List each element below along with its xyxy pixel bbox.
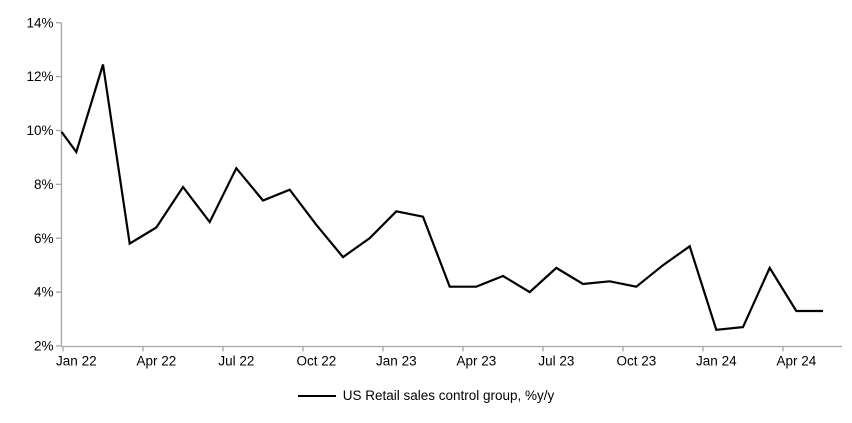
y-axis-tick-label: 12% [26, 69, 53, 84]
x-axis-tick-label: Oct 23 [616, 354, 656, 369]
x-axis-tick-label: Apr 23 [456, 354, 496, 369]
x-axis-tick-label: Jul 23 [538, 354, 574, 369]
legend-line-swatch [297, 394, 336, 397]
y-axis-tick-label: 8% [34, 177, 54, 192]
y-axis-tick-label: 14% [26, 15, 53, 30]
line-chart: 2% 4% 6% 8% 10% 12% 14% Jan 22 Apr 22 Jul 22 Oct … [26, 15, 842, 369]
x-axis-tick-label: Jan 24 [696, 354, 737, 369]
y-axis-tick-label: 10% [26, 123, 53, 138]
x-axis-tick-label: Jan 23 [376, 354, 417, 369]
axes [60, 22, 842, 348]
x-axis-tick-label: Apr 22 [136, 354, 176, 369]
x-axis-tick-label: Jul 22 [218, 354, 254, 369]
series-line [60, 64, 823, 331]
series-lines [60, 64, 823, 331]
y-axis-tick-label: 4% [34, 285, 54, 300]
legend-label: US Retail sales control group, %y/y [342, 388, 555, 403]
legend: US Retail sales control group, %y/y [0, 388, 852, 403]
x-axis-tick-label: Jan 22 [56, 354, 97, 369]
y-axis-tick-label: 6% [34, 231, 54, 246]
x-axis-ticks: Jan 22 Apr 22 Jul 22 Oct 22 Jan 23 Apr 23 Jul … [56, 346, 817, 369]
y-axis-ticks: 2% 4% 6% 8% 10% 12% 14% [26, 15, 62, 354]
y-axis-tick-label: 2% [34, 339, 54, 354]
x-axis-tick-label: Apr 24 [776, 354, 816, 369]
x-axis-tick-label: Oct 22 [296, 354, 336, 369]
